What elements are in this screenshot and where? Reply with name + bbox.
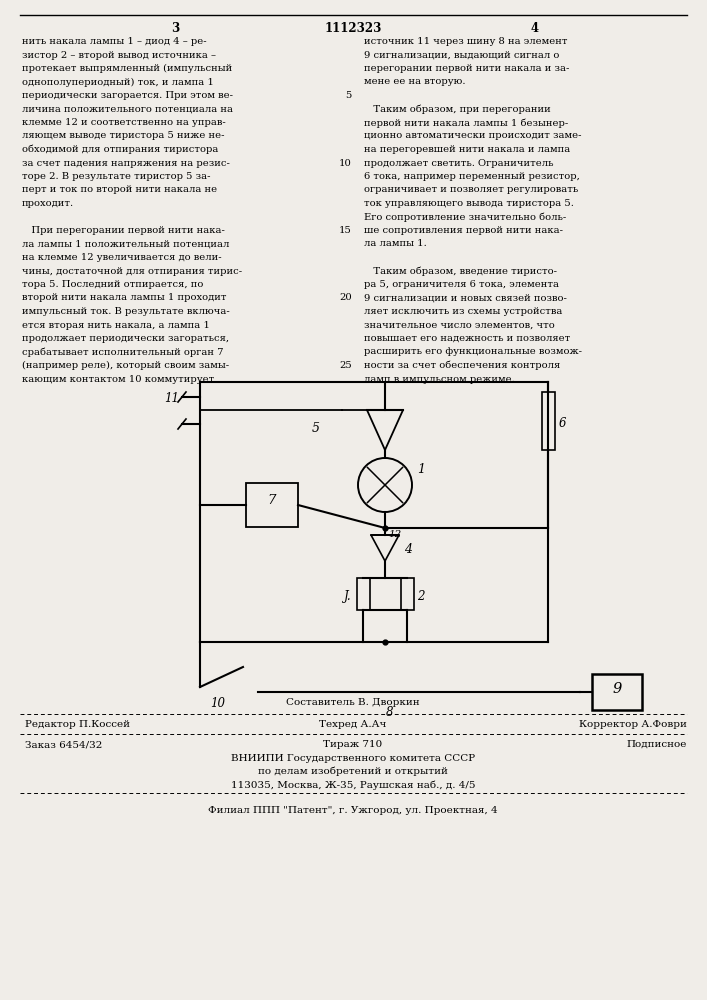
Text: на перегоревшей нити накала и лампа: на перегоревшей нити накала и лампа: [364, 145, 571, 154]
Text: ВНИИПИ Государственного комитета СССР: ВНИИПИ Государственного комитета СССР: [231, 754, 475, 763]
Text: ляет исключить из схемы устройства: ляет исключить из схемы устройства: [364, 307, 562, 316]
Text: обходимой для отпирания тиристора: обходимой для отпирания тиристора: [22, 145, 218, 154]
Text: 9: 9: [612, 682, 621, 696]
Text: 6: 6: [559, 417, 566, 430]
Text: Составитель В. Дворкин: Составитель В. Дворкин: [286, 698, 420, 707]
Text: 3: 3: [171, 22, 179, 35]
Bar: [592, 674, 642, 710]
Text: 10: 10: [210, 697, 225, 710]
Text: При перегорании первой нити нака-: При перегорании первой нити нака-: [22, 226, 225, 235]
Text: Таким образом, при перегорании: Таким образом, при перегорании: [364, 104, 551, 114]
Text: 7: 7: [268, 494, 276, 508]
Text: ла лампы 1 положительный потенциал: ла лампы 1 положительный потенциал: [22, 239, 229, 248]
Text: 6 тока, например переменный резистор,: 6 тока, например переменный резистор,: [364, 172, 580, 181]
Text: Корректор А.Фоври: Корректор А.Фоври: [579, 720, 687, 729]
Text: нить накала лампы 1 – диод 4 – ре-: нить накала лампы 1 – диод 4 – ре-: [22, 37, 206, 46]
Text: 12: 12: [388, 530, 402, 539]
Bar: [542, 392, 554, 450]
Text: ционно автоматически происходит заме-: ционно автоматически происходит заме-: [364, 131, 581, 140]
Text: 25: 25: [339, 361, 352, 370]
Text: расширить его функциональные возмож-: расширить его функциональные возмож-: [364, 348, 582, 357]
Text: чины, достаточной для отпирания тирис-: чины, достаточной для отпирания тирис-: [22, 266, 242, 275]
Text: продолжает светить. Ограничитель: продолжает светить. Ограничитель: [364, 158, 554, 167]
Text: Филиал ППП "Патент", г. Ужгород, ул. Проектная, 4: Филиал ППП "Патент", г. Ужгород, ул. Про…: [208, 806, 498, 815]
Text: ра 5, ограничителя 6 тока, элемента: ра 5, ограничителя 6 тока, элемента: [364, 280, 559, 289]
Text: 5: 5: [346, 91, 352, 100]
Text: первой нити накала лампы 1 безынер-: первой нити накала лампы 1 безынер-: [364, 118, 568, 127]
Text: личина положительного потенциала на: личина положительного потенциала на: [22, 104, 233, 113]
Text: импульсный ток. В результате включа-: импульсный ток. В результате включа-: [22, 307, 230, 316]
Text: однополупериодный) ток, и лампа 1: однополупериодный) ток, и лампа 1: [22, 78, 214, 87]
Bar: [400, 578, 414, 610]
Text: зистор 2 – второй вывод источника –: зистор 2 – второй вывод источника –: [22, 50, 216, 60]
Text: Заказ 6454/32: Заказ 6454/32: [25, 740, 103, 749]
Text: Подписное: Подписное: [626, 740, 687, 749]
Text: срабатывает исполнительный орган 7: срабатывает исполнительный орган 7: [22, 348, 223, 357]
Text: перт и ток по второй нити накала не: перт и ток по второй нити накала не: [22, 186, 217, 194]
Text: протекает выпрямленный (импульсный: протекает выпрямленный (импульсный: [22, 64, 233, 73]
Text: 8: 8: [386, 706, 394, 719]
Text: Таким образом, введение тиристо-: Таким образом, введение тиристо-: [364, 266, 557, 276]
Text: Редактор П.Коссей: Редактор П.Коссей: [25, 720, 130, 729]
Text: 11: 11: [164, 392, 179, 405]
Text: 10: 10: [339, 158, 352, 167]
Text: Тираж 710: Тираж 710: [323, 740, 382, 749]
Text: по делам изобретений и открытий: по делам изобретений и открытий: [258, 767, 448, 776]
Bar: [246, 483, 298, 527]
Text: ла лампы 1.: ла лампы 1.: [364, 239, 427, 248]
Text: за счет падения напряжения на резис-: за счет падения напряжения на резис-: [22, 158, 230, 167]
Text: 15: 15: [339, 226, 352, 235]
Text: 1: 1: [417, 463, 425, 476]
Text: клемме 12 и соответственно на управ-: клемме 12 и соответственно на управ-: [22, 118, 226, 127]
Bar: [356, 578, 370, 610]
Text: 113035, Москва, Ж-35, Раушская наб., д. 4/5: 113035, Москва, Ж-35, Раушская наб., д. …: [230, 780, 475, 790]
Text: 4: 4: [531, 22, 539, 35]
Text: Техред А.Ач: Техред А.Ач: [320, 720, 387, 729]
Text: на клемме 12 увеличивается до вели-: на клемме 12 увеличивается до вели-: [22, 253, 221, 262]
Text: проходит.: проходит.: [22, 199, 74, 208]
Text: продолжает периодически загораться,: продолжает периодически загораться,: [22, 334, 229, 343]
Text: ше сопротивления первой нити нака-: ше сопротивления первой нити нака-: [364, 226, 563, 235]
Text: ности за счет обеспечения контроля: ности за счет обеспечения контроля: [364, 361, 560, 370]
Text: ток управляющего вывода тиристора 5.: ток управляющего вывода тиристора 5.: [364, 199, 574, 208]
Text: 1112323: 1112323: [325, 22, 382, 35]
Text: ется вторая нить накала, а лампа 1: ется вторая нить накала, а лампа 1: [22, 320, 210, 330]
Text: 2: 2: [418, 590, 425, 603]
Text: 4: 4: [404, 543, 412, 556]
Text: (например реле), который своим замы-: (например реле), который своим замы-: [22, 361, 229, 370]
Text: источник 11 через шину 8 на элемент: источник 11 через шину 8 на элемент: [364, 37, 568, 46]
Text: второй нити накала лампы 1 проходит: второй нити накала лампы 1 проходит: [22, 294, 226, 302]
Text: 20: 20: [339, 294, 352, 302]
Text: мене ее на вторую.: мене ее на вторую.: [364, 78, 465, 87]
Text: ламп в импульсном режиме.: ламп в импульсном режиме.: [364, 374, 515, 383]
Text: ограничивает и позволяет регулировать: ограничивает и позволяет регулировать: [364, 186, 578, 194]
Text: перегорании первой нити накала и за-: перегорании первой нити накала и за-: [364, 64, 569, 73]
Text: 9 сигнализации и новых связей позво-: 9 сигнализации и новых связей позво-: [364, 294, 567, 302]
Text: значительное число элементов, что: значительное число элементов, что: [364, 320, 555, 330]
Text: торе 2. В результате тиристор 5 за-: торе 2. В результате тиристор 5 за-: [22, 172, 211, 181]
Text: Его сопротивление значительно боль-: Его сопротивление значительно боль-: [364, 213, 566, 222]
Text: 5: 5: [312, 422, 320, 435]
Text: ляющем выводе тиристора 5 ниже не-: ляющем выводе тиристора 5 ниже не-: [22, 131, 225, 140]
Text: J.: J.: [344, 590, 351, 603]
Text: кающим контактом 10 коммутирует: кающим контактом 10 коммутирует: [22, 374, 214, 383]
Text: повышает его надежность и позволяет: повышает его надежность и позволяет: [364, 334, 571, 343]
Text: тора 5. Последний отпирается, по: тора 5. Последний отпирается, по: [22, 280, 204, 289]
Text: периодически загорается. При этом ве-: периодически загорается. При этом ве-: [22, 91, 233, 100]
Text: 9 сигнализации, выдающий сигнал о: 9 сигнализации, выдающий сигнал о: [364, 50, 559, 60]
